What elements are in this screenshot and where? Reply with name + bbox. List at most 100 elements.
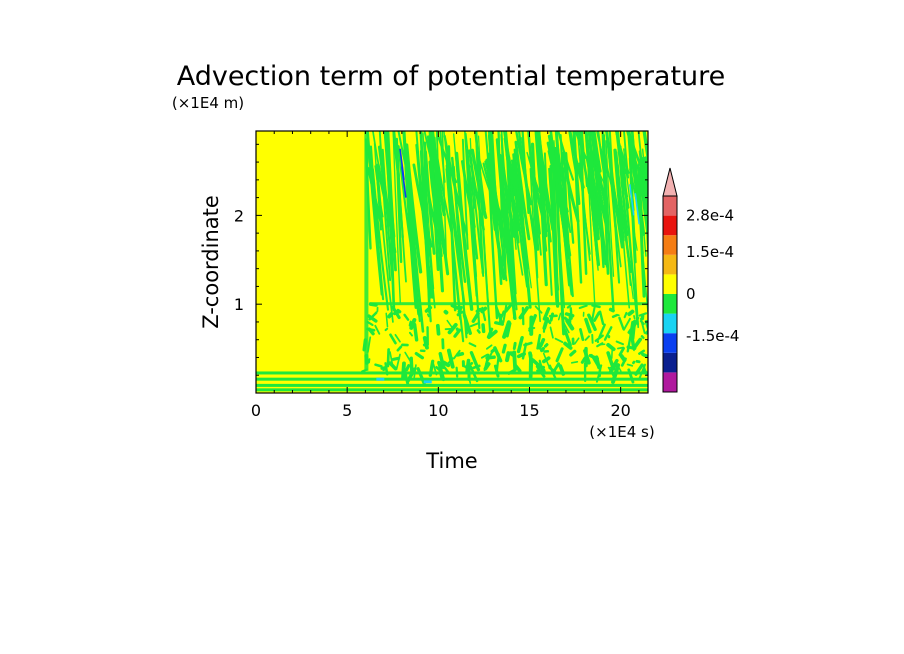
- field-eddy: [563, 328, 572, 347]
- field-eddy: [598, 310, 605, 326]
- field-eddy: [611, 313, 619, 319]
- field-eddy: [426, 313, 430, 318]
- field-eddy: [573, 337, 580, 345]
- field-eddy: [416, 307, 421, 316]
- field-eddy: [627, 368, 635, 384]
- field-eddy: [557, 312, 562, 321]
- colorbar-segment: [663, 352, 677, 373]
- colorbar: 2.8e-4 1.5e-4 0 -1.5e-4: [662, 167, 739, 393]
- field-eddy: [641, 352, 648, 359]
- field-eddy: [401, 361, 406, 381]
- field-eddy: [406, 367, 417, 383]
- field-eddy: [642, 364, 648, 375]
- field-streak: [521, 131, 530, 215]
- field-streak: [474, 131, 485, 275]
- field-eddy: [422, 336, 429, 350]
- heatmap-field: [256, 131, 648, 393]
- field-eddy: [507, 368, 517, 375]
- field-streak: [422, 132, 435, 290]
- field-eddy: [404, 351, 413, 365]
- field-streak: [536, 131, 548, 238]
- field-eddy: [627, 328, 633, 334]
- field-eddy: [483, 362, 491, 371]
- x-tick-label: 0: [251, 401, 261, 420]
- colorbar-label: 1.5e-4: [686, 243, 734, 261]
- field-eddy: [414, 351, 425, 360]
- field-streak: [508, 157, 517, 250]
- field-eddy: [531, 358, 542, 368]
- field-eddy: [644, 328, 648, 335]
- field-eddy: [542, 316, 550, 330]
- field-band: [256, 377, 648, 381]
- colorbar-segment: [663, 274, 677, 294]
- field-eddy: [523, 341, 533, 347]
- field-eddy: [462, 310, 468, 324]
- field-eddy: [564, 312, 575, 318]
- field-eddy: [634, 363, 644, 376]
- field-eddy: [389, 333, 397, 345]
- field-eddy: [409, 318, 417, 330]
- field-eddy: [591, 304, 601, 309]
- field-streak: [627, 131, 646, 237]
- field-eddy: [618, 316, 625, 331]
- field-streak: [635, 167, 648, 314]
- field-eddy: [443, 309, 449, 315]
- field-streak: [619, 145, 632, 287]
- chart-title: Advection term of potential temperature: [177, 61, 726, 92]
- field-eddy: [570, 360, 579, 364]
- field-streak: [415, 131, 427, 234]
- field-streak: [495, 138, 517, 320]
- field-eddy: [396, 345, 403, 352]
- field-eddy: [578, 304, 588, 310]
- field-eddy: [516, 352, 526, 359]
- field-layer: [369, 302, 648, 306]
- field-eddy: [382, 368, 388, 372]
- field-eddy: [536, 369, 544, 373]
- field-eddy: [450, 303, 460, 310]
- field-streak: [576, 131, 591, 262]
- x-tick-label: 10: [428, 401, 448, 420]
- field-eddy: [569, 349, 577, 357]
- field-streak: [543, 152, 553, 296]
- field-eddy: [584, 317, 592, 334]
- colorbar-label: 0: [686, 285, 696, 303]
- field-streak: [464, 131, 478, 297]
- field-streak: [470, 157, 485, 277]
- field-eddy: [596, 342, 604, 348]
- field-eddy: [405, 364, 411, 372]
- field-eddy: [502, 320, 511, 339]
- field-streak: [404, 145, 421, 323]
- field-eddy: [456, 310, 464, 317]
- field-eddy: [457, 305, 463, 314]
- field-streak: [514, 140, 531, 241]
- field-negative-feature: [628, 184, 635, 216]
- field-eddy: [438, 367, 444, 381]
- field-negative-feature: [423, 380, 432, 384]
- field-front: [364, 131, 369, 371]
- field-streak: [445, 164, 462, 321]
- field-eddy: [633, 337, 643, 349]
- field-eddy: [632, 360, 636, 365]
- field-eddy: [437, 361, 444, 370]
- field-streak: [551, 160, 560, 308]
- field-eddy: [446, 319, 454, 330]
- colorbar-segment: [663, 215, 677, 236]
- field-eddy: [543, 343, 549, 348]
- x-axis-label: Time: [425, 449, 477, 473]
- field-eddy: [408, 331, 414, 337]
- field-eddy: [367, 327, 375, 336]
- field-eddy: [626, 363, 634, 367]
- field-negative-feature: [376, 377, 385, 381]
- colorbar-segment: [663, 372, 677, 392]
- x-axis: 0 5 10 15 20: [251, 131, 640, 420]
- y-axis-label: Z-coordinate: [199, 195, 223, 329]
- colorbar-frame: [662, 195, 678, 393]
- field-eddy: [633, 315, 636, 320]
- field-streak: [577, 131, 591, 195]
- field-streak: [461, 138, 469, 250]
- field-eddy: [403, 313, 410, 321]
- field-streak: [373, 142, 380, 201]
- field-eddy: [593, 311, 601, 322]
- field-eddy: [594, 334, 604, 342]
